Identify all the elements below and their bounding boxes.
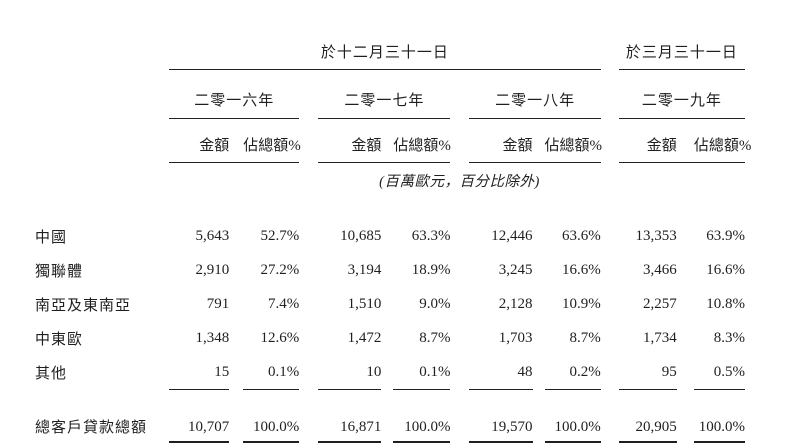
amount-cell: 10,685 <box>340 227 382 244</box>
pct-cell: 0.5% <box>693 355 745 390</box>
table-row: 獨聯體 2,910 27.2% 3,194 18.9% 3,245 16.6% … <box>35 253 745 287</box>
pct-cell: 10.9% <box>561 295 601 312</box>
period-header-row: 於十二月三十一日 於三月三十一日 <box>35 6 745 70</box>
total-pct-cell: 100.0% <box>554 419 601 435</box>
amount-cell: 95 <box>618 355 677 390</box>
total-row: 總客戶貸款總額 10,707 100.0% 16,871 100.0% 19,5… <box>35 404 745 442</box>
pct-cell: 7.4% <box>268 295 300 312</box>
year-header-2018: 二零一八年 <box>469 69 601 119</box>
double-rule <box>544 441 601 447</box>
year-header-row: 二零一六年 二零一七年 二零一八年 二零一九年 <box>35 69 745 119</box>
amount-cell: 3,194 <box>347 261 382 278</box>
pct-cell: 8.7% <box>569 329 601 346</box>
period-header-dec31: 於十二月三十一日 <box>169 6 601 70</box>
amount-cell: 13,353 <box>635 227 677 244</box>
amount-cell: 12,446 <box>491 227 533 244</box>
spacer <box>35 197 745 219</box>
pct-cell: 63.3% <box>411 227 451 244</box>
amount-cell: 2,910 <box>195 261 230 278</box>
amount-cell: 15 <box>169 355 230 390</box>
region-label: 中東歐 <box>35 331 84 348</box>
col-header-amount: 金額 <box>618 118 677 163</box>
table-row: 中國 5,643 52.7% 10,685 63.3% 12,446 63.6%… <box>35 219 745 253</box>
amount-cell: 2,128 <box>498 295 533 312</box>
col-header-pct: 佔總額% <box>393 118 451 163</box>
total-amount-cell: 20,905 <box>635 419 677 435</box>
total-pct-cell: 100.0% <box>404 419 451 435</box>
period-header-mar31: 於三月三十一日 <box>618 6 745 70</box>
pct-cell: 12.6% <box>260 329 300 346</box>
double-rule <box>243 441 300 447</box>
total-amount-cell: 10,707 <box>187 419 230 435</box>
unit-note-row: (百萬歐元，百分比除外) <box>35 163 745 198</box>
total-amount-cell: 19,570 <box>491 419 533 435</box>
unit-note: (百萬歐元，百分比除外) <box>379 173 540 190</box>
amount-cell: 2,257 <box>643 295 677 312</box>
total-double-rule-row <box>35 441 745 447</box>
pct-cell: 0.1% <box>243 355 300 390</box>
pct-cell: 0.1% <box>393 355 451 390</box>
pct-cell: 16.6% <box>561 261 601 278</box>
pct-cell: 63.9% <box>706 227 745 244</box>
year-header-2019: 二零一九年 <box>618 69 745 119</box>
amount-cell: 3,245 <box>498 261 533 278</box>
total-pct-cell: 100.0% <box>698 419 745 435</box>
amount-cell: 5,643 <box>195 227 230 244</box>
total-amount-cell: 16,871 <box>340 419 382 435</box>
year-header-2016: 二零一六年 <box>169 69 300 119</box>
double-rule <box>169 441 230 447</box>
col-header-pct: 佔總額% <box>243 118 301 163</box>
year-header-2017: 二零一七年 <box>318 69 451 119</box>
col-header-pct: 佔總額% <box>544 118 602 163</box>
col-header-amount: 金額 <box>469 118 533 163</box>
spacer <box>35 390 745 405</box>
table-row: 南亞及東南亞 791 7.4% 1,510 9.0% 2,128 10.9% 2… <box>35 287 745 321</box>
table-row: 中東歐 1,348 12.6% 1,472 8.7% 1,703 8.7% 1,… <box>35 321 745 355</box>
pct-cell: 9.0% <box>419 295 451 312</box>
pct-cell: 16.6% <box>706 261 745 278</box>
region-label: 獨聯體 <box>35 263 84 280</box>
amount-cell: 791 <box>206 295 230 312</box>
double-rule <box>318 441 382 447</box>
amount-cell: 1,510 <box>347 295 382 312</box>
amount-cell: 48 <box>469 355 533 390</box>
amount-cell: 1,734 <box>643 329 677 346</box>
loans-by-region-table: 於十二月三十一日 於三月三十一日 二零一六年 二零一七年 二零一八年 二零一九年… <box>35 6 751 447</box>
col-header-pct: 佔總額% <box>693 118 751 163</box>
pct-cell: 10.8% <box>706 295 745 312</box>
amount-cell: 1,472 <box>347 329 382 346</box>
total-label: 總客戶貸款總額 <box>35 420 148 436</box>
col-header-amount: 金額 <box>169 118 230 163</box>
amount-cell: 3,466 <box>643 261 677 278</box>
pct-cell: 52.7% <box>260 227 300 244</box>
amount-cell: 1,348 <box>195 329 230 346</box>
pct-cell: 0.2% <box>544 355 601 390</box>
pct-cell: 8.3% <box>713 329 745 346</box>
pct-cell: 63.6% <box>561 227 601 244</box>
double-rule <box>693 441 745 447</box>
table-row: 其他 15 0.1% 10 0.1% 48 0.2% 95 0.5% <box>35 355 745 390</box>
region-label: 南亞及東南亞 <box>35 297 132 314</box>
region-label: 中國 <box>35 229 68 246</box>
column-header-row: 金額 佔總額% 金額 佔總額% 金額 佔總額% 金額 佔總額% <box>35 118 751 163</box>
total-pct-cell: 100.0% <box>253 419 300 435</box>
pct-cell: 8.7% <box>419 329 451 346</box>
double-rule <box>618 441 677 447</box>
amount-cell: 1,703 <box>498 329 533 346</box>
region-label: 其他 <box>35 365 68 382</box>
double-rule <box>469 441 533 447</box>
pct-cell: 27.2% <box>260 261 300 278</box>
pct-cell: 18.9% <box>411 261 451 278</box>
col-header-amount: 金額 <box>318 118 382 163</box>
amount-cell: 10 <box>318 355 382 390</box>
double-rule <box>393 441 451 447</box>
